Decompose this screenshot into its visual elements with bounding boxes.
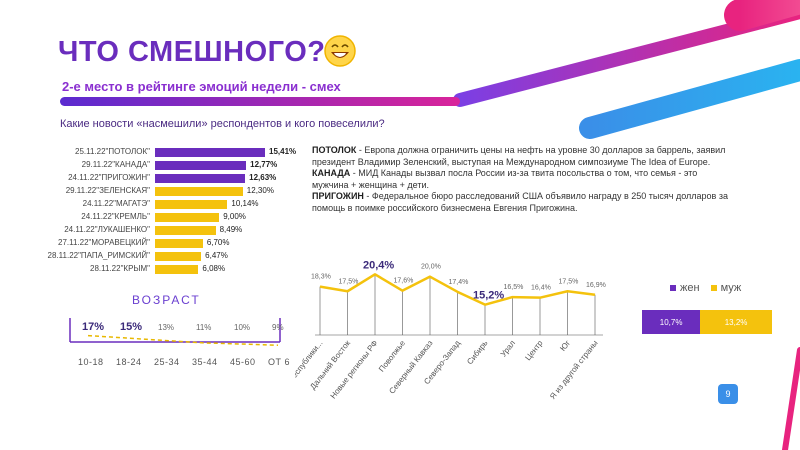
region-value-label: 17,4% (449, 279, 469, 286)
bar-value-label: 6,08% (202, 264, 226, 273)
age-trend-line (87, 334, 279, 346)
subtitle-underline (60, 97, 460, 106)
bar-value-label: 12,77% (250, 160, 278, 169)
bar (155, 265, 199, 274)
bar-value-label: 9,00% (223, 212, 246, 221)
region-line-chart: 18,3%Бывшие республики...17,5%Дальний Во… (295, 259, 606, 409)
legend-swatch-male (710, 285, 717, 292)
bar-value-label: 10,14% (231, 199, 259, 208)
age-value-label: 10% (234, 323, 250, 332)
bar-value-label: 15,41% (269, 147, 297, 156)
region-value-label: 16,4% (531, 285, 551, 292)
bar-category-label: 28.11.22"КРЫМ" (90, 264, 150, 273)
region-value-label: 16,9% (586, 282, 606, 289)
bar (155, 161, 247, 170)
region-line (319, 273, 596, 306)
bar (155, 239, 203, 248)
bar-value-label: 12,30% (246, 186, 274, 195)
age-value-label: 9% (272, 323, 284, 332)
bar (155, 200, 228, 209)
bar-category-label: 24.11.22"МАГАТЭ" (82, 199, 150, 208)
news-descriptions: ПОТОЛОК - Европа должна ограничить цены … (312, 145, 732, 214)
legend-swatch-female (670, 285, 676, 292)
region-value-label: 17,6% (394, 278, 414, 285)
region-category-label: Центр (523, 338, 545, 362)
age-category-label: 35-44 (192, 357, 218, 367)
bar-category-label: 29.11.22"ЗЕЛЕНСКАЯ" (65, 186, 150, 195)
decorative-corner (782, 347, 800, 450)
bar-value-label: 6,70% (206, 238, 230, 247)
bar (155, 213, 220, 222)
gender-stacked-bar: 10,7% 13,2% (642, 310, 772, 334)
news-body: - Европа должна ограничить цены на нефть… (312, 145, 726, 167)
region-category-label: Сибирь (465, 339, 489, 367)
laughing-emoji-icon (324, 35, 356, 67)
region-value-label: 18,3% (311, 274, 331, 281)
bar-category-label: 24.11.22"ПРИГОЖИН" (68, 173, 150, 182)
bar (155, 148, 265, 157)
region-value-label: 17,5% (339, 278, 359, 285)
age-value-label: 17% (82, 321, 104, 333)
age-category-label: 10-18 (78, 357, 104, 367)
age-value-label: 15% (120, 321, 142, 333)
legend-label-male: муж (720, 282, 742, 294)
news-head: КАНАДА (312, 168, 351, 178)
news-item: КАНАДА - МИД Канады вызвал посла России … (312, 168, 732, 191)
question-text: Какие новости «насмешили» респондентов и… (60, 118, 385, 130)
region-value-label: 16,5% (504, 284, 524, 291)
region-category-label: Я из другой страны (548, 338, 600, 400)
subtitle-accent: смех (309, 79, 341, 94)
news-body: - Федеральное бюро расследований США объ… (312, 191, 728, 213)
bar-value-label: 8,49% (219, 225, 243, 234)
bar-category-label: 28.11.22"ПАПА_РИМСКИЙ" (47, 251, 150, 260)
bar-value-label: 6,47% (205, 251, 228, 260)
legend-label-female: жен (680, 282, 700, 294)
bar (155, 174, 246, 183)
gender-segment: 10,7% (642, 310, 701, 334)
decorative-stripes (453, 0, 800, 139)
age-category-label: 45-60 (230, 357, 256, 367)
bar-category-label: 27.11.22"МОРАВЕЦКИЙ" (58, 238, 150, 247)
gender-legend: жен муж (670, 282, 741, 294)
region-category-label: Урал (499, 338, 518, 358)
region-value-label: 15,2% (473, 290, 504, 302)
bar (155, 187, 243, 196)
subtitle-prefix: 2-е место в рейтинге эмоций недели - (62, 79, 310, 94)
region-value-label: 20,4% (363, 259, 394, 271)
region-category-label: Поволжье (377, 338, 407, 373)
region-category-label: Юг (558, 339, 572, 353)
bar-category-label: 29.11.22"КАНАДА" (81, 160, 150, 169)
news-item: ПРИГОЖИН - Федеральное бюро расследовани… (312, 191, 732, 214)
age-category-label: 18-24 (116, 357, 142, 367)
page-title: ЧТО СМЕШНОГО? (58, 36, 326, 68)
age-value-label: 13% (158, 323, 174, 332)
age-category-label: 25-34 (154, 357, 180, 367)
news-head: ПРИГОЖИН (312, 191, 364, 201)
region-value-label: 17,5% (559, 278, 579, 285)
age-category-label: ОТ 60 (268, 357, 290, 367)
bar (155, 252, 202, 261)
news-head: ПОТОЛОК (312, 145, 357, 155)
bar-category-label: 25.11.22"ПОТОЛОК" (75, 147, 150, 156)
subtitle: 2-е место в рейтинге эмоций недели - сме… (62, 79, 341, 94)
page-number-badge: 9 (718, 384, 738, 404)
bar-value-label: 12,63% (249, 173, 277, 182)
age-chart: 17% 10-18 15% 18-24 13% 25-34 11% 35-44 10% 45-60… (69, 318, 290, 367)
age-chart-title: ВОЗРАСТ (132, 293, 201, 307)
news-body: - МИД Канады вызвал посла России из-за т… (312, 168, 698, 190)
news-bar-chart: 25.11.22"ПОТОЛОК" 15,41% 29.11.22"КАНАДА" 1… (0, 142, 310, 282)
age-value-label: 11% (196, 323, 211, 332)
region-category-label: Новые регионы РФ (329, 339, 380, 401)
gender-segment: 13,2% (700, 310, 772, 334)
bar-category-label: 24.11.22"ЛУКАШЕНКО" (64, 225, 150, 234)
region-value-label: 20,0% (421, 264, 441, 271)
news-item: ПОТОЛОК - Европа должна ограничить цены … (312, 145, 732, 168)
bar-category-label: 24.11.22"КРЕМЛЬ" (81, 212, 150, 221)
bar (155, 226, 216, 235)
